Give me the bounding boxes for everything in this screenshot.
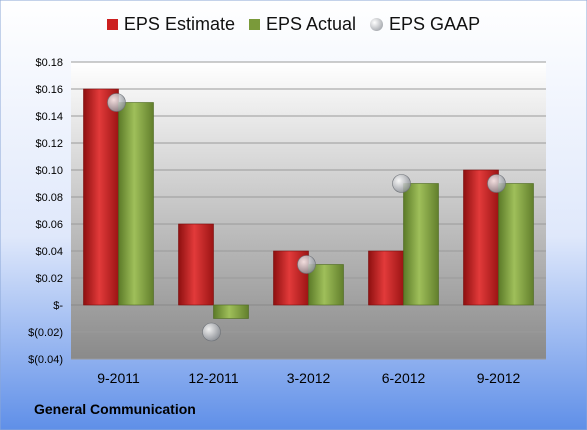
y-axis-ticks: $0.18 $0.16 $0.14 $0.12 $0.10 $0.08 $0.06 $0.04… <box>28 57 63 366</box>
bars <box>83 88 534 319</box>
legend-label-actual: EPS Actual <box>265 14 357 34</box>
estimate-swatch-icon <box>106 19 118 30</box>
x-tick-label: 12-2011 <box>188 370 239 386</box>
y-tick-label: $0.06 <box>35 219 63 231</box>
y-tick-label: $(0.04) <box>28 354 63 366</box>
gaap-point <box>297 255 316 274</box>
actual-swatch-icon <box>248 19 260 30</box>
y-tick-label: $0.16 <box>35 84 63 96</box>
actual-bar <box>308 264 344 306</box>
gaap-point <box>392 174 411 193</box>
y-tick-label: $0.04 <box>35 246 63 258</box>
actual-bar <box>118 102 154 306</box>
y-tick-label: $0.12 <box>35 138 63 150</box>
legend-item-gaap: EPS GAAP <box>370 14 480 35</box>
actual-bar <box>403 183 439 306</box>
y-tick-label: $0.10 <box>35 165 63 177</box>
y-tick-label: $- <box>53 300 63 312</box>
gaap-points <box>107 93 506 342</box>
estimate-bar <box>83 88 119 306</box>
x-tick-label: 9-2011 <box>97 370 140 386</box>
actual-bar <box>213 304 249 319</box>
x-tick-label: 3-2012 <box>287 370 331 386</box>
gaap-point <box>107 93 126 112</box>
y-tick-label: $0.18 <box>35 57 63 69</box>
legend-label-gaap: EPS GAAP <box>389 14 481 34</box>
estimate-bar <box>368 250 404 306</box>
gaap-swatch-icon <box>370 18 384 31</box>
legend: EPS Estimate EPS Actual EPS GAAP <box>0 14 587 35</box>
estimate-bar <box>178 223 214 306</box>
x-tick-label: 6-2012 <box>382 370 426 386</box>
legend-item-estimate: EPS Estimate <box>106 14 235 35</box>
legend-label-estimate: EPS Estimate <box>123 14 235 34</box>
x-axis-ticks: 9-2011 12-2011 3-2012 6-2012 9-2012 <box>97 370 520 386</box>
company-name: General Communication <box>34 401 196 417</box>
gaap-point <box>202 322 221 342</box>
legend-item-actual: EPS Actual <box>248 14 357 35</box>
y-tick-label: $0.08 <box>35 192 63 204</box>
gaap-point <box>487 174 506 193</box>
actual-bar <box>498 183 534 306</box>
y-tick-label: $(0.02) <box>28 327 63 339</box>
y-tick-label: $0.14 <box>35 111 63 123</box>
x-tick-label: 9-2012 <box>477 370 521 386</box>
y-tick-label: $0.02 <box>35 273 63 285</box>
